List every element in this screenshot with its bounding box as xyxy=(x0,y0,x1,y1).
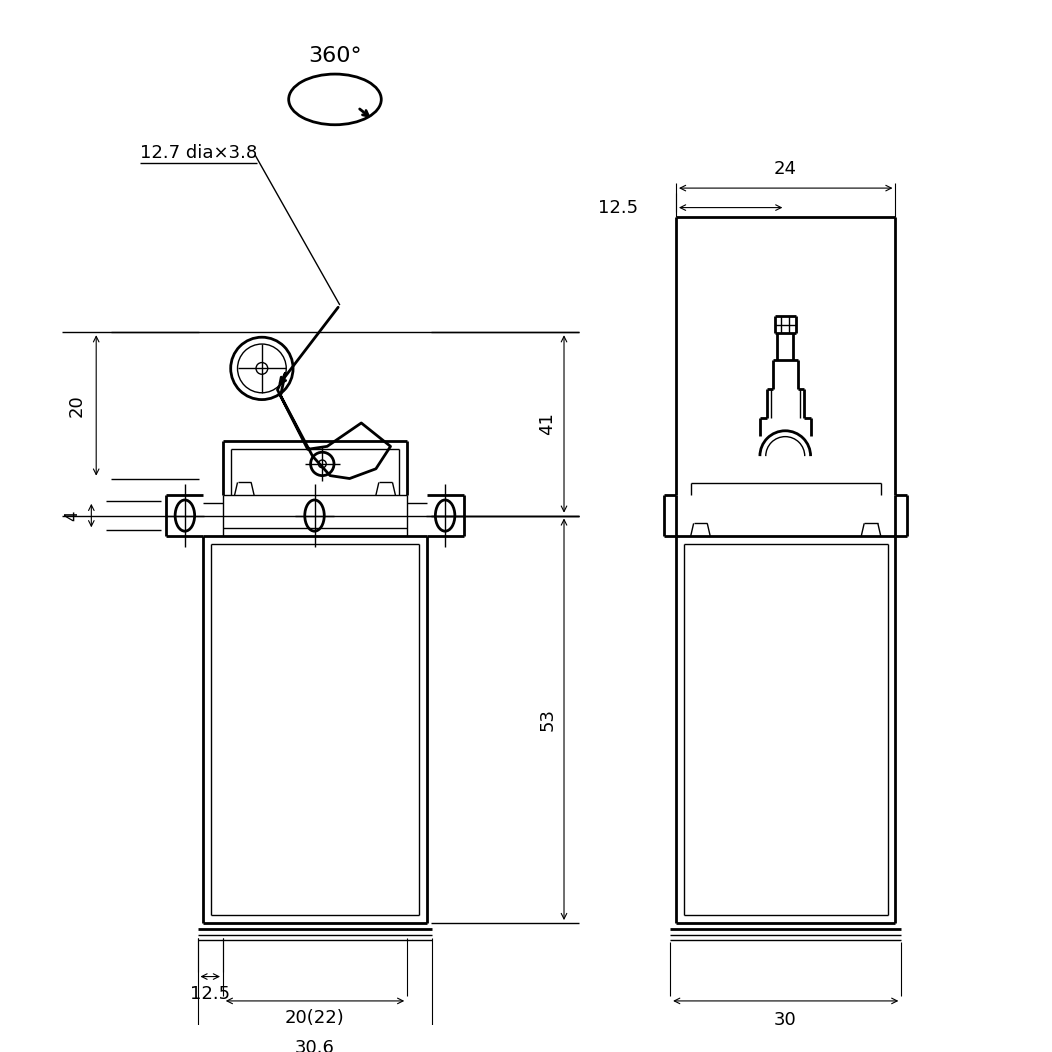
Text: 24: 24 xyxy=(774,160,796,178)
Text: 20(22): 20(22) xyxy=(285,1010,345,1028)
Text: 20: 20 xyxy=(67,394,85,417)
Text: 53: 53 xyxy=(539,708,557,731)
Text: 360°: 360° xyxy=(308,45,362,65)
Text: 12.7 dia×3.8: 12.7 dia×3.8 xyxy=(140,144,258,162)
Text: 12.5: 12.5 xyxy=(598,199,638,217)
Text: 41: 41 xyxy=(539,412,557,436)
Text: 12.5: 12.5 xyxy=(190,985,230,1004)
Text: 30: 30 xyxy=(774,1011,796,1030)
Text: 30.6: 30.6 xyxy=(295,1038,335,1052)
Text: 4: 4 xyxy=(63,510,81,521)
